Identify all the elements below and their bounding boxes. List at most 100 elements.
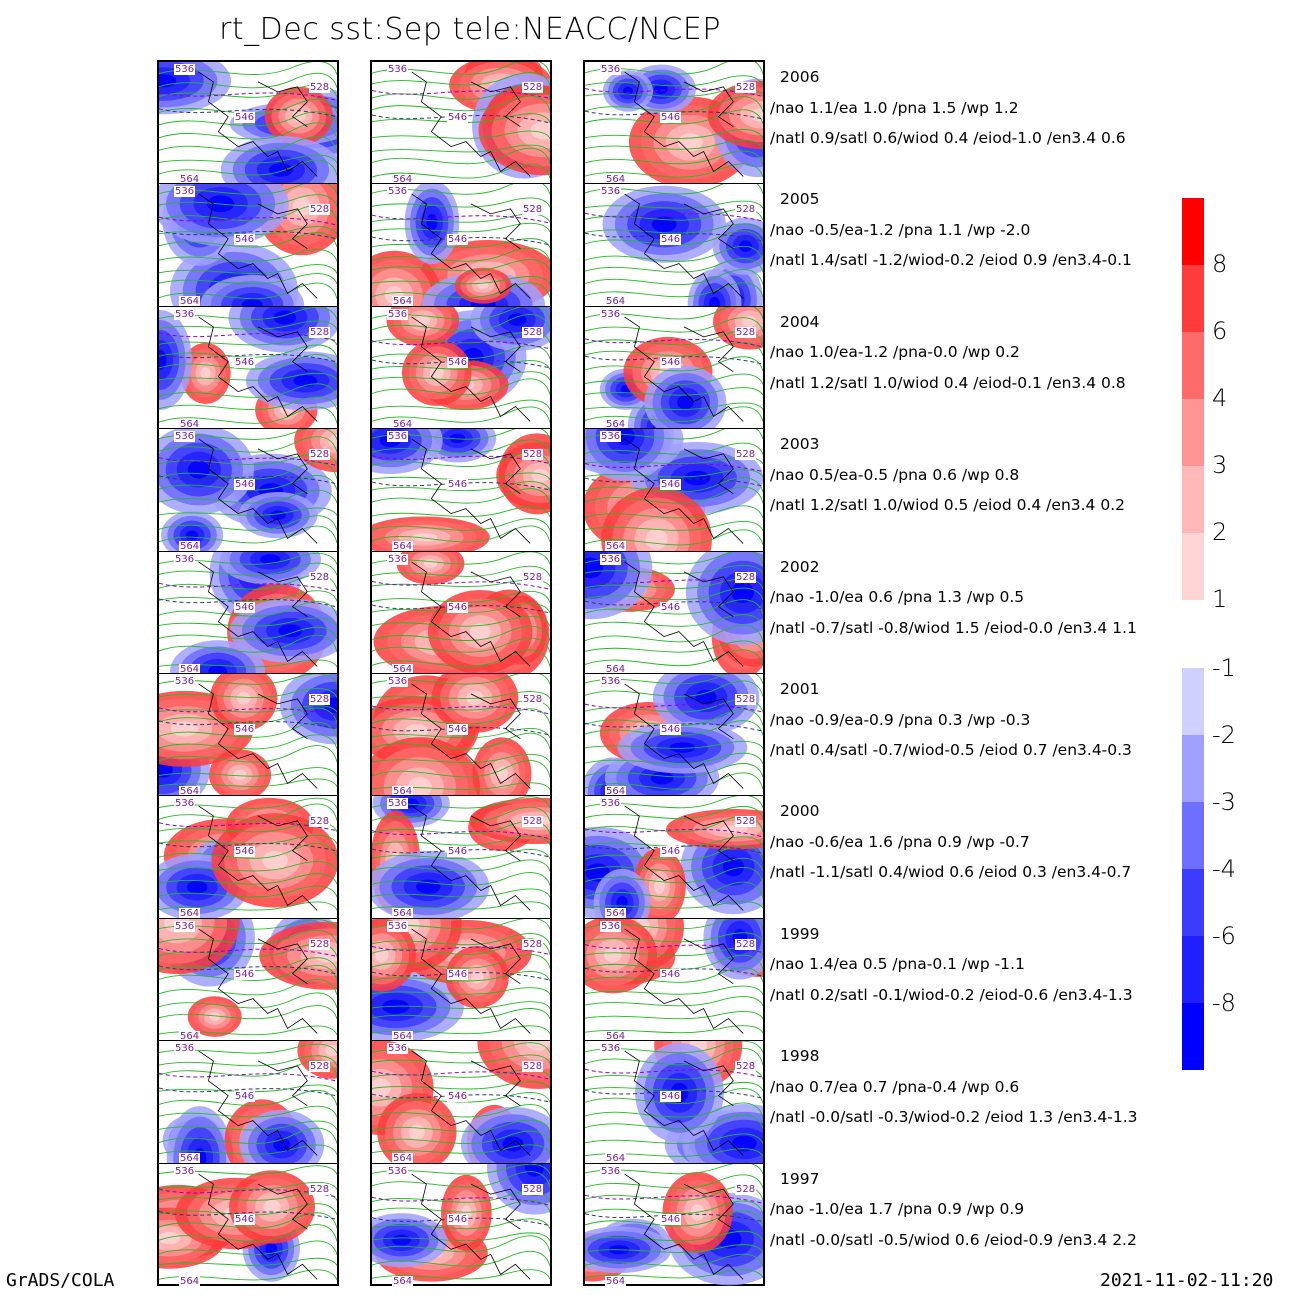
coastline: [198, 194, 318, 300]
contour-label: 528: [735, 82, 757, 93]
height-contour: [159, 525, 337, 544]
height-contour: [585, 1102, 763, 1118]
height-contour: [372, 590, 550, 603]
height-contour: [372, 1104, 550, 1118]
contour-label: 528: [522, 938, 544, 950]
height-contour: [585, 613, 763, 627]
contour-label: 564: [392, 908, 414, 919]
contour-label: 564: [179, 174, 201, 185]
height-contour: [159, 822, 337, 833]
coastline: [198, 1173, 318, 1280]
contour-label: 564: [179, 785, 201, 797]
height-contour: [159, 957, 337, 971]
height-contour: [372, 399, 550, 410]
negative-anomaly: [507, 313, 527, 326]
height-contour: [372, 760, 550, 778]
height-contour: [159, 634, 337, 653]
map-panel: 536 546 528 564: [372, 1041, 550, 1164]
anomaly-map: [372, 1041, 550, 1163]
climatology-contour: [159, 965, 337, 975]
contour-label: 546: [660, 356, 682, 368]
anomaly-map: [372, 1163, 550, 1282]
index-line-2: /natl 0.9/satl 0.6/wiod 0.4 /eiod-1.0 /e…: [770, 129, 1126, 147]
coastline: [411, 1173, 531, 1280]
anomaly-map: [372, 551, 550, 673]
negative-anomaly: [278, 623, 303, 637]
height-contour: [159, 1055, 337, 1067]
height-contour: [372, 1007, 550, 1019]
height-contour: [372, 223, 550, 233]
contour-label: 546: [234, 1213, 256, 1225]
contour-label: 564: [392, 1153, 414, 1164]
contour-label: 536: [387, 308, 409, 320]
negative-anomaly: [502, 1136, 524, 1152]
year-label: 2006: [780, 68, 820, 86]
height-contour: [159, 453, 337, 466]
contour-label: 536: [600, 186, 622, 198]
height-contour: [585, 867, 763, 884]
height-contour: [372, 1054, 550, 1064]
climatology-contour: [159, 475, 337, 485]
contour-label: 536: [174, 920, 196, 932]
contour-label: 536: [387, 64, 409, 75]
height-contour: [585, 1048, 763, 1066]
height-contour: [159, 159, 337, 176]
contour-label: 528: [309, 204, 331, 216]
contour-label: 536: [600, 308, 622, 320]
contour-label: 536: [600, 798, 622, 810]
height-contour: [585, 521, 763, 531]
height-contour: [585, 577, 763, 589]
contour-label: 546: [660, 112, 682, 123]
height-contour: [372, 835, 550, 846]
contour-label: 528: [522, 204, 544, 216]
map-panel: 536 546 528 564: [372, 673, 550, 797]
climatology-contour: [159, 842, 337, 852]
climatology-contour: [159, 108, 337, 118]
height-contour: [159, 1181, 337, 1190]
positive-anomaly: [407, 777, 432, 796]
map-panel: 536 546 528 564: [585, 918, 763, 1042]
height-contour: [159, 992, 337, 1009]
height-contour: [585, 1088, 763, 1104]
legend-tick-label: 3: [1212, 451, 1228, 479]
height-contour: [159, 1060, 337, 1077]
contour-label: 546: [234, 968, 256, 980]
positive-anomaly: [525, 1041, 550, 1051]
height-contour: [159, 73, 337, 89]
contour-label: 528: [522, 1183, 544, 1195]
contour-label: 564: [605, 908, 627, 919]
contour-label: 528: [522, 1061, 544, 1073]
climatology-contour: [159, 707, 337, 717]
height-contour: [159, 396, 337, 410]
index-line-1: /nao -0.5/ea-1.2 /pna 1.1 /wp -2.0: [770, 220, 1031, 239]
height-contour: [159, 617, 337, 627]
climatology-contour: [159, 91, 337, 101]
height-contour: [585, 946, 763, 956]
negative-anomaly: [241, 299, 263, 306]
climatology-contour: [159, 1210, 337, 1220]
height-contour: [372, 859, 550, 872]
height-contour: [159, 136, 337, 152]
positive-anomaly: [292, 197, 311, 217]
contour-label: 536: [174, 186, 196, 198]
coastline: [411, 561, 531, 667]
positive-anomaly: [408, 1124, 425, 1141]
year-label: 1999: [780, 924, 820, 943]
height-contour: [585, 845, 763, 862]
height-contour: [372, 932, 550, 945]
legend-swatch-positive: [1182, 198, 1204, 265]
height-contour: [159, 462, 337, 480]
anomaly-map: [585, 918, 763, 1034]
positive-anomaly: [314, 948, 337, 963]
contour-label: 528: [309, 82, 331, 93]
height-contour: [372, 130, 550, 139]
contour-label: 528: [522, 816, 544, 828]
coastline: [411, 194, 531, 300]
height-contour: [372, 95, 550, 112]
negative-anomaly: [622, 86, 633, 96]
height-contour: [159, 372, 337, 381]
index-line-2: /natl -0.7/satl -0.8/wiod 1.5 /eiod-0.0 …: [770, 618, 1137, 637]
contour-label: 536: [174, 1165, 196, 1177]
coastline: [624, 1050, 744, 1156]
contour-label: 564: [605, 1275, 627, 1286]
